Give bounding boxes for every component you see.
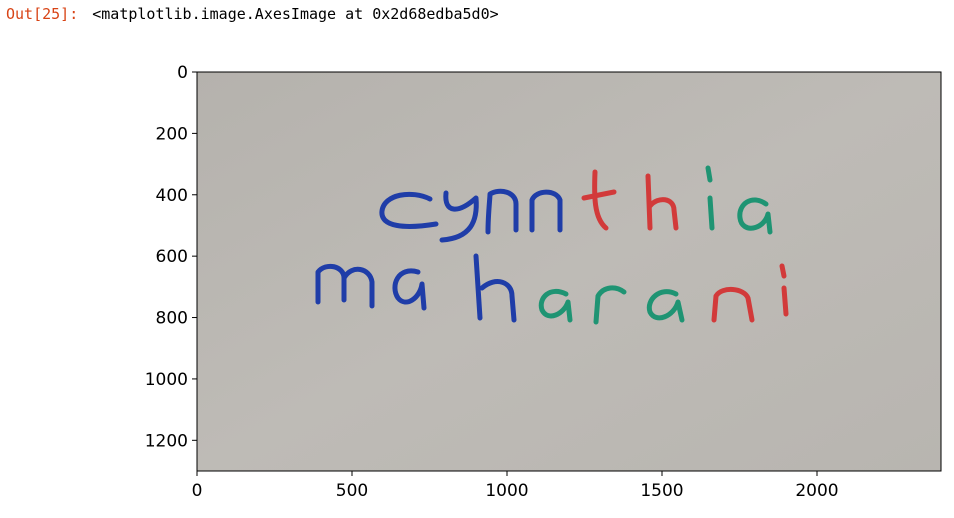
handwriting-line-1 xyxy=(379,165,773,243)
letters-ara xyxy=(538,285,685,325)
y-tick-label: 0 xyxy=(177,63,188,83)
handwriting-line-2 xyxy=(315,253,789,325)
axes-frame xyxy=(196,71,942,472)
axis-ticks: 0 500 1000 1500 2000 0 200 400 600 800 1000 1200 xyxy=(145,63,839,501)
y-tick-label: 600 xyxy=(156,247,188,267)
letters-cyn xyxy=(379,188,563,243)
output-line: Out[25]: <matplotlib.image.AxesImage at 0… xyxy=(6,4,499,24)
y-tick-label: 800 xyxy=(156,309,188,329)
y-tick-label: 200 xyxy=(156,124,188,144)
output-repr: <matplotlib.image.AxesImage at 0x2d68edb… xyxy=(92,5,499,23)
letters-ni xyxy=(711,263,789,323)
x-tick-label: 1000 xyxy=(485,481,528,501)
x-tick-label: 2000 xyxy=(795,481,838,501)
y-tick-label: 1200 xyxy=(145,431,188,451)
output-prompt: Out[25]: xyxy=(6,5,79,23)
letters-th xyxy=(581,169,679,231)
x-tick-label: 500 xyxy=(336,481,368,501)
letters-ia xyxy=(705,165,773,235)
y-tick-label: 400 xyxy=(156,186,188,206)
x-tick-label: 1500 xyxy=(640,481,683,501)
letters-mah xyxy=(315,253,517,323)
x-tick-label: 0 xyxy=(192,481,203,501)
image-background xyxy=(197,72,941,471)
y-tick-label: 1000 xyxy=(145,370,188,390)
